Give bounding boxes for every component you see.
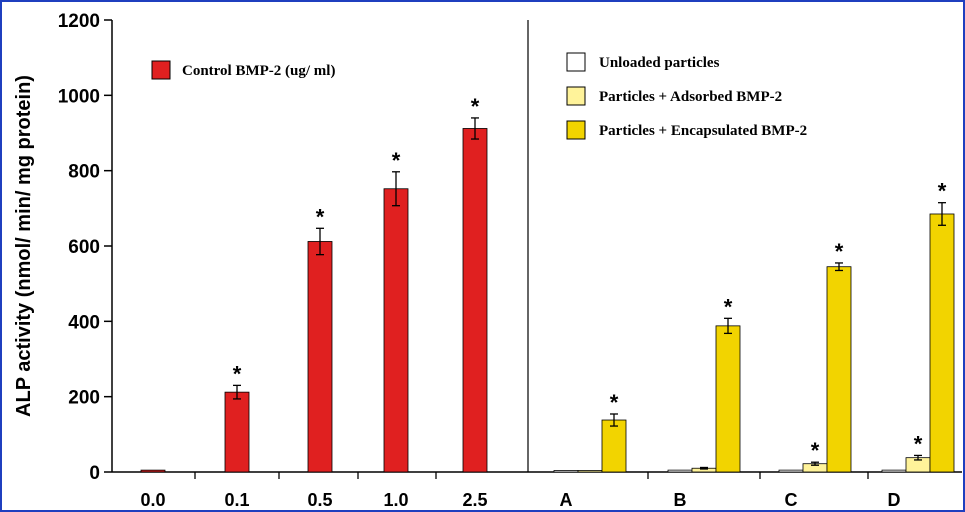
bar: [826, 266, 852, 473]
legend-swatch: [566, 86, 586, 106]
bar: [881, 469, 907, 473]
significance-marker: *: [835, 239, 844, 264]
x-tick-label: 0.5: [307, 490, 332, 510]
bar: [383, 188, 409, 473]
bar: [462, 128, 488, 473]
legends-group: Control BMP-2 (ug/ ml) Unloaded particles…: [151, 52, 807, 140]
bars-group: * * * * * * * * * *: [140, 94, 955, 473]
x-tick-label: C: [785, 490, 798, 510]
y-tick-label: 0: [89, 463, 100, 484]
x-tick-label: 1.0: [383, 490, 408, 510]
y-axis-label: ALP activity (nmol/ min/ mg protein): [13, 75, 35, 417]
x-tick-label: 2.5: [462, 490, 487, 510]
significance-marker: *: [914, 431, 923, 456]
significance-marker: *: [316, 204, 325, 229]
x-tick-label: B: [674, 490, 687, 510]
significance-marker: *: [233, 361, 242, 386]
significance-marker: *: [724, 294, 733, 319]
legend-swatch: [566, 120, 586, 140]
bar: [601, 419, 627, 473]
significance-marker: *: [392, 148, 401, 173]
legend-swatch: [151, 60, 171, 80]
x-ticks-group: 0.0 0.1 0.5 1.0 2.5 A B C D: [140, 472, 901, 510]
x-tick-label: D: [888, 490, 901, 510]
bar: [778, 469, 804, 473]
x-tick-label: 0.0: [140, 490, 165, 510]
y-tick-label: 1000: [58, 86, 100, 107]
y-tick-label: 200: [68, 388, 100, 409]
legend-label: Particles + Adsorbed BMP-2: [599, 89, 782, 105]
bar: [577, 470, 603, 473]
significance-marker: *: [811, 438, 820, 463]
y-tick-label: 1200: [58, 11, 100, 32]
y-tick-label: 600: [68, 237, 100, 258]
legend-label: Particles + Encapsulated BMP-2: [599, 123, 807, 139]
bar: [667, 469, 693, 473]
legend-swatch: [566, 52, 586, 72]
x-tick-label: A: [560, 490, 573, 510]
significance-marker: *: [610, 390, 619, 415]
x-tick-label: 0.1: [224, 490, 249, 510]
bar: [307, 241, 333, 473]
y-tick-label: 800: [68, 162, 100, 183]
bar: [140, 469, 166, 473]
y-ticks-group: 0 200 400 600 800 1000 1200: [58, 11, 112, 484]
significance-marker: *: [938, 179, 947, 204]
legend-label: Unloaded particles: [599, 55, 720, 71]
y-tick-label: 400: [68, 312, 100, 333]
bar: [553, 470, 579, 473]
bar: [715, 325, 741, 473]
bar: [224, 391, 250, 473]
bar: [929, 213, 955, 473]
significance-marker: *: [471, 94, 480, 119]
legend-label: Control BMP-2 (ug/ ml): [182, 63, 335, 79]
